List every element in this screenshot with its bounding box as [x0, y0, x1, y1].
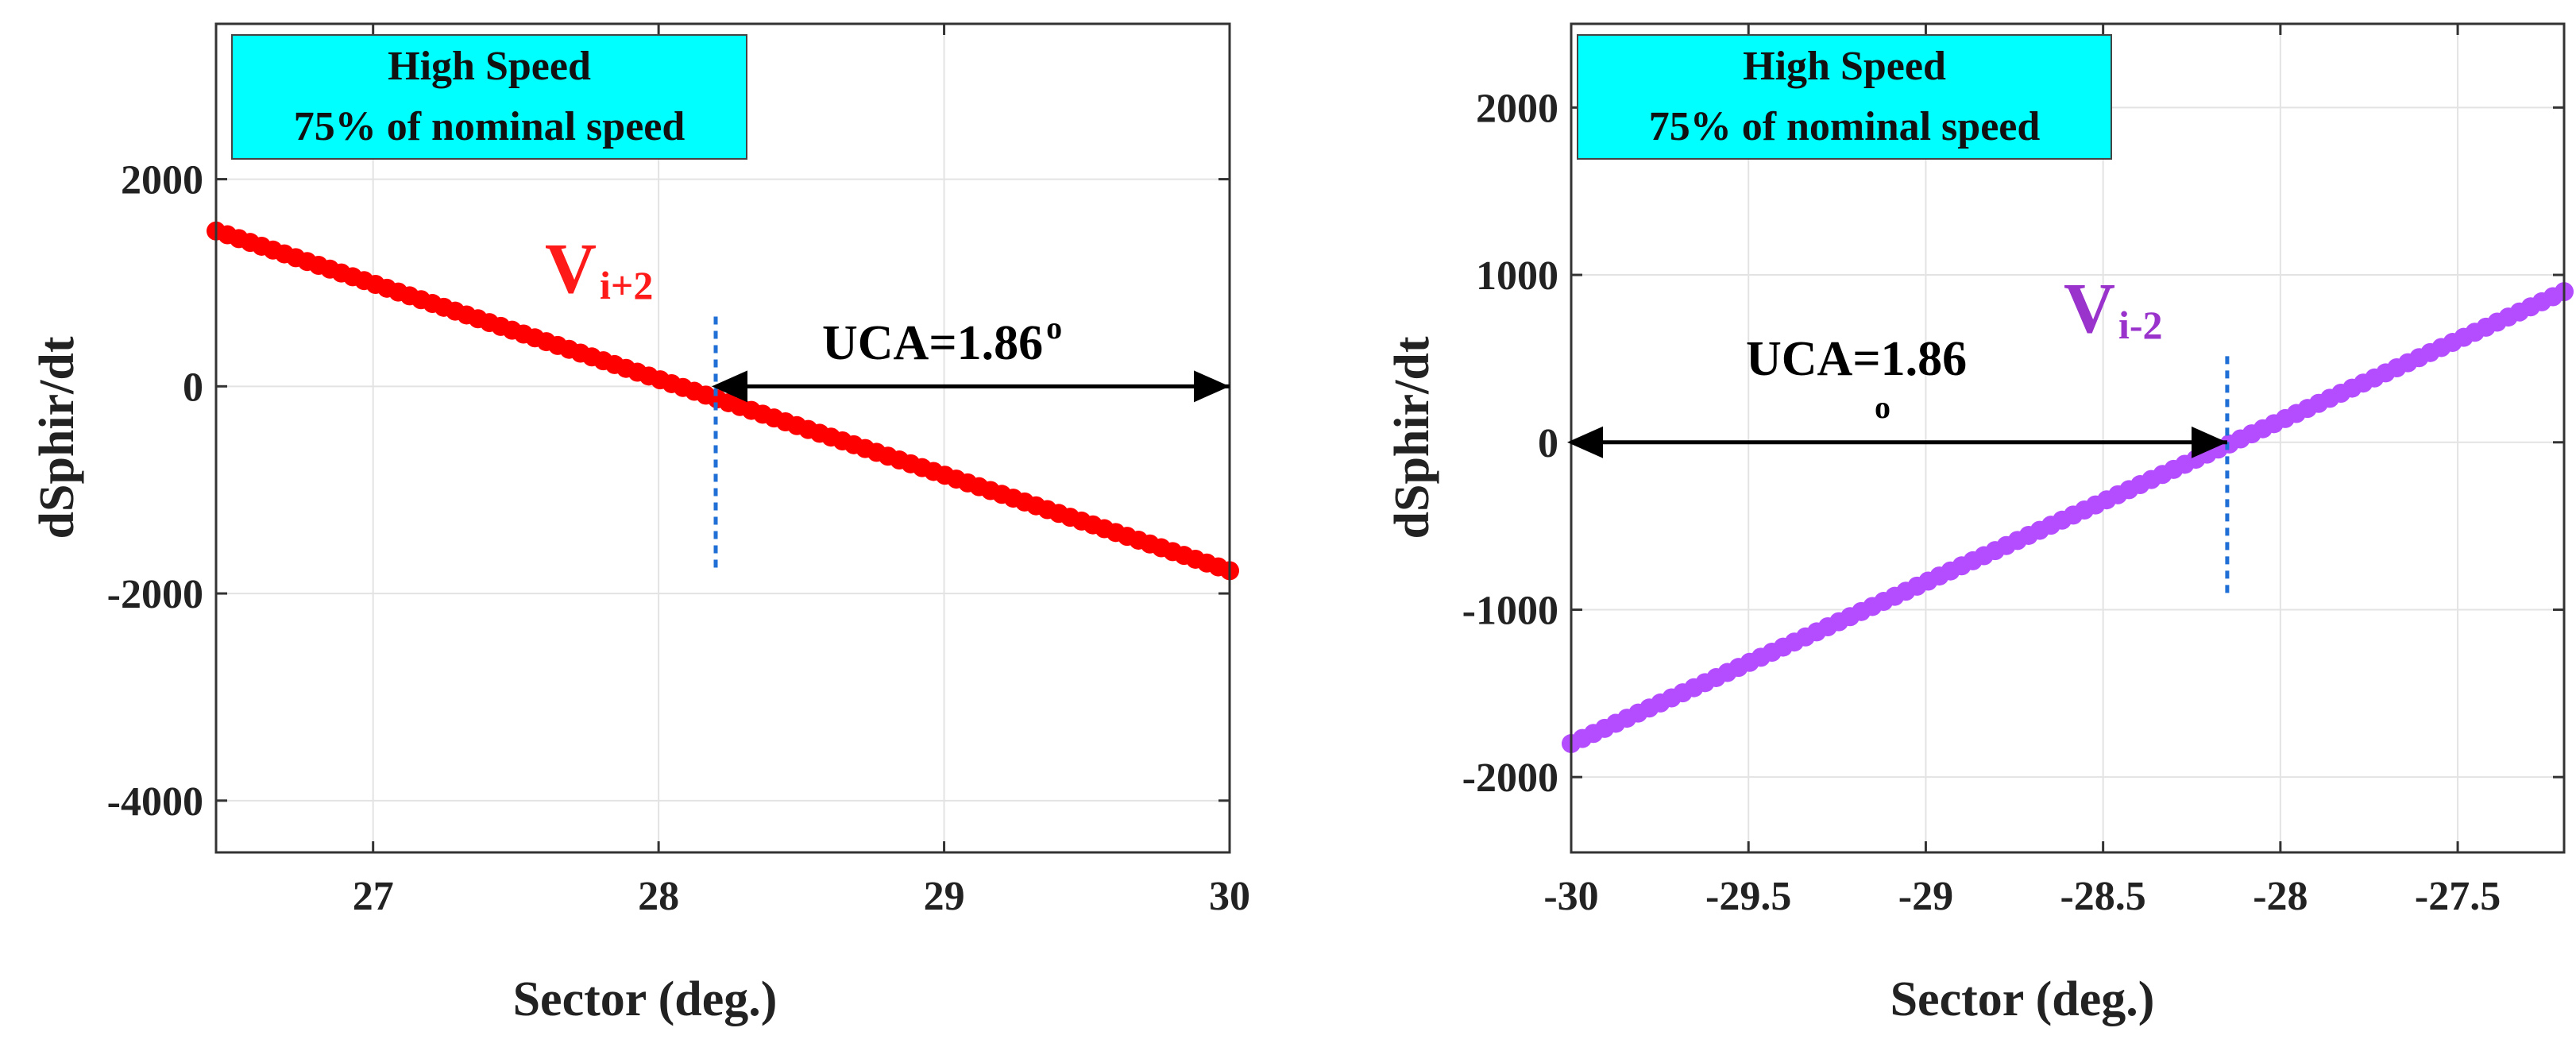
- uca-label-text: UCA=1.86: [1746, 332, 1967, 386]
- x-tick-label: 29: [924, 874, 965, 919]
- annotation-line-1: High Speed: [388, 44, 591, 89]
- x-tick-label: 28: [638, 874, 679, 919]
- x-tick-label: -28: [2253, 874, 2308, 919]
- y-tick-label: 2000: [121, 158, 203, 203]
- y-tick-label: -4000: [107, 779, 203, 825]
- y-ticks: -2000 -1000 0 1000 2000: [1462, 86, 2564, 801]
- y-tick-label: 0: [183, 365, 203, 410]
- annotation-box: High Speed 75% of nominal speed: [231, 34, 747, 160]
- x-axis-label: Sector (deg.): [513, 972, 778, 1026]
- uca-label: UCA=1.86 o: [822, 310, 1062, 370]
- x-tick-label: -29: [1898, 874, 1953, 919]
- vector-label: V i+2: [545, 230, 653, 308]
- vector-label: V i-2: [2064, 269, 2163, 348]
- uca-degree-sub: o: [1875, 389, 1890, 425]
- y-axis-label: dSphir/dt: [30, 336, 84, 539]
- plot-frame: [214, 22, 1231, 854]
- annotation-box-bg: [231, 34, 747, 160]
- annotation-line-1: High Speed: [1743, 44, 1946, 89]
- x-ticks: 27 28 29 30: [353, 24, 1250, 919]
- x-tick-label: -27.5: [2415, 874, 2501, 919]
- y-tick-label: -2000: [1462, 755, 1558, 801]
- annotation-line-2: 75% of nominal speed: [294, 104, 686, 149]
- y-tick-label: 0: [1538, 421, 1558, 466]
- uca-label-text: UCA=1.86: [822, 316, 1043, 370]
- vector-label-sub: i-2: [2118, 303, 2163, 347]
- data-series-v-i-plus-2: [207, 221, 1239, 581]
- vector-label-sub: i+2: [600, 263, 653, 307]
- y-axis-label: dSphir/dt: [1385, 336, 1439, 539]
- data-series-v-i-minus-2: [1562, 282, 2574, 754]
- x-tick-label: 27: [353, 874, 394, 919]
- x-tick-label: -29.5: [1705, 874, 1791, 919]
- vector-label-main: V: [2064, 269, 2115, 348]
- x-tick-label: -28.5: [2060, 874, 2145, 919]
- left-chart: -4000 -2000 0 2000 27 28 29 30 High Speed 75% …: [30, 22, 1250, 1026]
- plot-area: [216, 24, 1230, 852]
- annotation-box: High Speed 75% of nominal speed: [1577, 34, 2112, 160]
- y-ticks: -4000 -2000 0 2000: [107, 158, 1230, 825]
- x-ticks: -30 -29.5 -29 -28.5 -28 -27.5: [1543, 24, 2501, 919]
- x-tick-label: -30: [1543, 874, 1598, 919]
- vector-label-main: V: [545, 230, 597, 308]
- uca-degree-sup: o: [1046, 310, 1062, 346]
- annotation-box-bg: [1577, 34, 2112, 160]
- y-tick-label: 2000: [1476, 86, 1558, 131]
- y-tick-label: 1000: [1476, 253, 1558, 299]
- x-axis-label: Sector (deg.): [1890, 972, 2155, 1026]
- annotation-line-2: 75% of nominal speed: [1649, 104, 2041, 149]
- x-tick-label: 30: [1209, 874, 1250, 919]
- y-tick-label: -1000: [1462, 588, 1558, 633]
- y-tick-label: -2000: [107, 572, 203, 617]
